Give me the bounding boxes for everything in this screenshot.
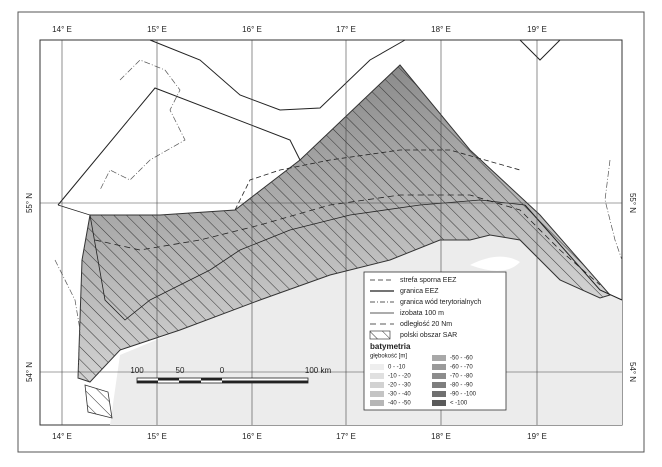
lat-label: 54° N [628,362,637,382]
lon-label: 17° E [336,432,356,441]
eez-border-se [524,204,623,301]
lon-label: 19° E [527,25,547,34]
legend-subheading: głębokość [m] [370,354,407,360]
depth-swatch [432,355,446,361]
scale-label: 100 km [305,366,332,375]
scale-label: 100 [130,366,144,375]
depth-swatch [432,364,446,370]
depth-swatch [432,373,446,379]
graticule [40,40,622,425]
legend: strefa sporna EEZ granica EEZ granica wód … [369,277,481,407]
depth-label: -50 - -60 [450,356,473,362]
depth-swatch [370,382,384,388]
lat-label: 55° N [628,193,637,213]
depth-swatch [432,391,446,397]
depth-swatch [370,391,384,397]
bank [470,256,520,271]
lon-label: 14° E [52,432,72,441]
territorial-waters-east [604,159,623,261]
lon-label: 19° E [527,432,547,441]
lon-label: 16° E [242,432,262,441]
lon-label: 18° E [431,432,451,441]
eez-border [57,87,301,206]
depth-label: -10 - -20 [388,374,411,380]
depth-label: -70 - -80 [450,374,473,380]
depth-label: -40 - -50 [388,401,411,407]
disputed-eez [234,149,521,211]
legend-label: polski obszar SAR [400,332,457,339]
lon-label: 18° E [431,25,451,34]
territorial-waters [99,59,186,191]
distance-20nm [94,194,601,286]
legend-label: granica wód terytorialnych [400,299,481,306]
graticule-labels: 14° E 15° E 16° E 17° E 18° E 19° E 14° E 15° E… [25,25,637,441]
lon-label: 17° E [336,25,356,34]
depth-swatch [370,400,384,406]
legend-heading: batymetria [370,342,411,351]
depth-label: 0 - -10 [388,365,406,371]
isobath [57,199,526,321]
lon-label: 15° E [147,432,167,441]
eez-border-east [519,39,561,61]
depth-swatch [432,382,446,388]
map-area [39,39,623,426]
depth-swatch [432,400,446,406]
legend-symbol [369,330,391,340]
depth-label: -60 - -70 [450,365,473,371]
territorial-waters-west [54,259,81,379]
depth-label: -20 - -30 [388,383,411,389]
depth-swatch [370,373,384,379]
scale-label: 50 [176,366,185,375]
scale-label: 0 [220,366,225,375]
scale-bar: 100 50 0 100 km [130,366,332,384]
lon-label: 15° E [147,25,167,34]
sar-fragment [84,384,113,419]
legend-label: strefa sporna EEZ [400,277,457,284]
depth-swatch [370,364,384,370]
legend-label: granica EEZ [400,288,439,295]
outer-frame [17,11,645,453]
lat-label: 55° N [25,193,34,213]
legend-label: izobata 100 m [400,310,444,317]
depth-label: -30 - -40 [388,392,411,398]
depth-label: < -100 [450,401,468,407]
lon-label: 14° E [52,25,72,34]
depth-label: -90 - -100 [450,392,477,398]
lat-label: 54° N [25,362,34,382]
legend-label: odległość 20 Nm [400,321,452,328]
depth-label: -80 - -90 [450,383,473,389]
lon-label: 16° E [242,25,262,34]
eez-border-north [149,39,406,111]
sar-area [77,64,611,383]
